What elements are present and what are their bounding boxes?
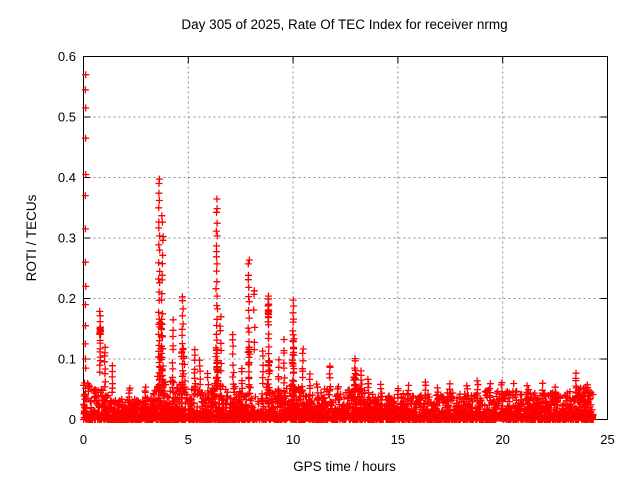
- gridlines: [83, 56, 608, 420]
- axis-ticks: 0 5 10 15 20 25 0 0.1 0.2 0.3 0.4 0.5 0.6: [58, 49, 615, 447]
- y-tick-label: 0.6: [58, 49, 76, 64]
- x-tick-label: 5: [185, 432, 192, 447]
- y-tick-label: 0.5: [58, 110, 76, 125]
- x-tick-label: 10: [286, 432, 300, 447]
- y-tick-label: 0.4: [58, 170, 76, 185]
- y-tick-label: 0.1: [58, 352, 76, 367]
- x-tick-label: 25: [600, 432, 614, 447]
- data-points: [80, 71, 597, 423]
- x-axis-label: GPS time / hours: [293, 459, 396, 474]
- y-tick-label: 0.2: [58, 291, 76, 306]
- y-tick-label: 0: [69, 412, 76, 427]
- chart-title: Day 305 of 2025, Rate Of TEC Index for r…: [181, 17, 507, 32]
- x-tick-label: 0: [80, 432, 87, 447]
- x-tick-label: 15: [391, 432, 405, 447]
- y-axis-label: ROTI / TECUs: [24, 194, 39, 281]
- x-tick-label: 20: [495, 432, 509, 447]
- y-tick-label: 0.3: [58, 231, 76, 246]
